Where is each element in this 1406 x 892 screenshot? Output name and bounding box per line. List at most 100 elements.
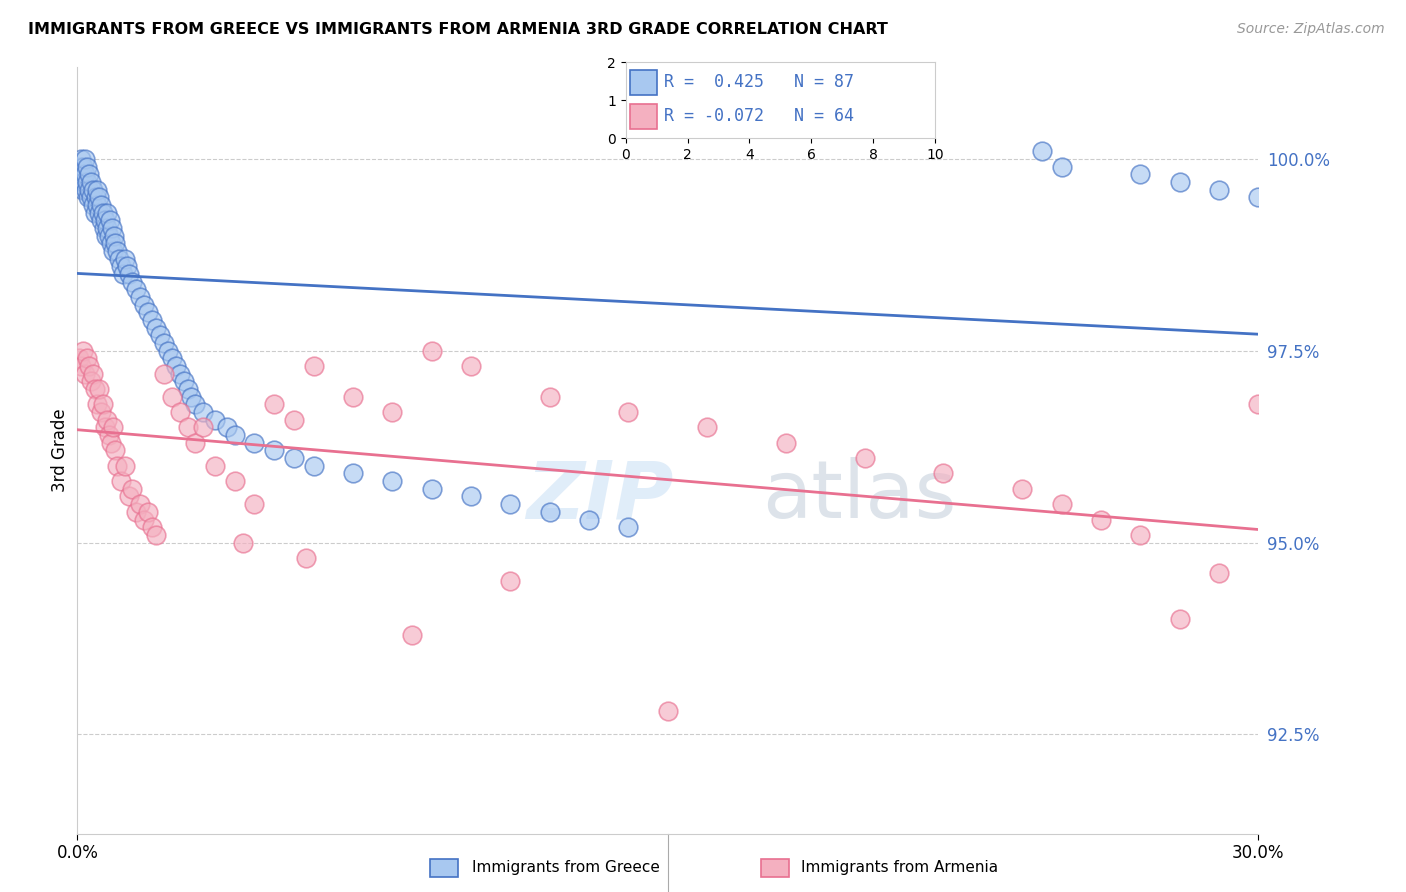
Point [101,244,124,258]
Point [302,359,325,373]
Point [90,213,112,227]
Point [243,435,266,450]
Point [1090,512,1112,526]
Point [77,167,100,181]
Point [97,228,120,243]
Point [1050,160,1073,174]
Point [80,190,103,204]
Point [76,351,98,366]
Point [263,397,285,411]
Point [75,183,97,197]
Y-axis label: 3rd Grade: 3rd Grade [51,409,69,492]
Point [129,290,152,304]
Point [67,167,90,181]
Point [165,359,187,373]
Point [84,382,107,396]
Point [70,167,93,181]
Point [1011,482,1033,496]
Point [169,405,191,419]
Point [169,367,191,381]
Text: R = -0.072   N = 64: R = -0.072 N = 64 [664,107,855,125]
Point [294,550,316,565]
Point [105,458,128,473]
Point [1247,397,1270,411]
Point [193,420,215,434]
Point [110,474,132,488]
Point [100,435,122,450]
Point [91,205,114,219]
FancyBboxPatch shape [630,70,657,95]
Point [153,336,176,351]
Point [96,413,118,427]
Text: R =  0.425   N = 87: R = 0.425 N = 87 [664,73,855,91]
Point [1031,145,1053,159]
FancyBboxPatch shape [630,104,657,128]
Point [75,152,97,166]
Point [84,190,107,204]
FancyBboxPatch shape [430,859,458,877]
Point [115,260,138,274]
Point [134,298,156,312]
Point [67,351,90,366]
Point [86,397,108,411]
Point [578,512,600,526]
Point [121,275,143,289]
Point [94,420,117,434]
Point [82,183,104,197]
Point [232,535,254,549]
Point [381,474,404,488]
Text: Source: ZipAtlas.com: Source: ZipAtlas.com [1237,22,1385,37]
Point [72,160,94,174]
Point [460,490,482,504]
Point [129,497,152,511]
Point [114,458,136,473]
Point [1247,190,1270,204]
Point [342,467,364,481]
Point [184,397,207,411]
Point [84,205,107,219]
Point [160,351,183,366]
Point [117,490,139,504]
Point [342,390,364,404]
Point [1208,566,1230,581]
Point [173,375,195,389]
Point [82,198,104,212]
Point [657,704,679,718]
Text: Immigrants from Greece: Immigrants from Greece [472,861,661,875]
Point [538,390,561,404]
Point [141,313,163,327]
Point [1208,183,1230,197]
Point [1129,528,1152,542]
Point [103,228,125,243]
Point [153,367,176,381]
Point [141,520,163,534]
Point [90,405,112,419]
Point [125,282,148,296]
Point [145,528,167,542]
Point [121,482,143,496]
Point [86,198,108,212]
Point [932,467,955,481]
Point [1129,167,1152,181]
Point [86,183,108,197]
Point [499,497,522,511]
Point [97,428,120,442]
Point [224,428,246,442]
Point [101,420,124,434]
Point [75,367,97,381]
Point [401,627,423,641]
Point [93,221,115,235]
Text: atlas: atlas [762,458,956,535]
Point [617,520,640,534]
Point [420,343,443,358]
Point [100,236,122,251]
Point [72,183,94,197]
Point [96,221,118,235]
Point [82,367,104,381]
Point [204,458,226,473]
Point [775,435,797,450]
Point [70,359,93,373]
Point [136,305,159,319]
Point [263,443,285,458]
Point [80,175,103,189]
